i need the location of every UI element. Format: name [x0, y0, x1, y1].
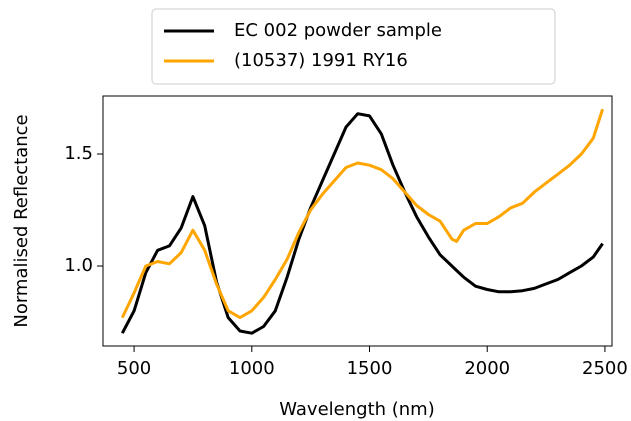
x-tick-label: 500: [117, 358, 151, 379]
x-tick-label: 2000: [464, 358, 510, 379]
legend-box: [151, 8, 556, 85]
y-tick-label: 1.5: [64, 143, 93, 164]
x-tick-label: 1500: [347, 358, 393, 379]
plot-frame: [102, 95, 613, 347]
x-tick-label: 2500: [582, 358, 628, 379]
line-series: [120, 108, 605, 320]
legend-label: (10537) 1991 RY16: [234, 50, 408, 71]
x-tick-label: 1000: [229, 358, 275, 379]
y-tick-label: 1.0: [64, 255, 93, 276]
x-axis-label: Wavelength (nm): [279, 399, 435, 420]
legend-label: EC 002 powder sample: [234, 20, 442, 41]
line-series: [120, 112, 604, 335]
y-axis-label: Normalised Reflectance: [11, 114, 32, 327]
